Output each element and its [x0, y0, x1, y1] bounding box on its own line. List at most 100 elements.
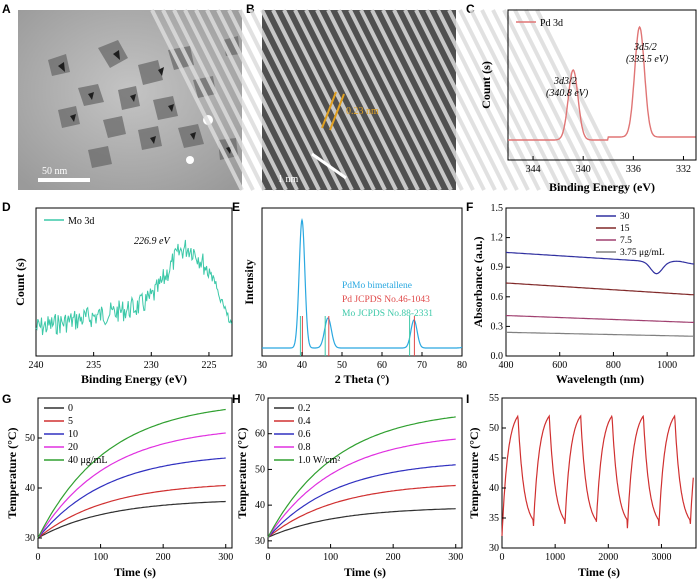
chart-g: 0 5 10 20 40 μg/mL 0 100 200 300 30 40 50 Time (s… [5, 397, 233, 579]
g-legend-label: 40 μg/mL [68, 455, 108, 466]
g-ylabel: Temperature (°C) [5, 427, 19, 518]
ytick-label: 40 [25, 483, 35, 494]
e-legend-pdmo: PdMo bimetallene [342, 281, 412, 291]
ytick-label: 30 [25, 533, 35, 544]
ytick-label: 30 [489, 543, 499, 554]
xtick-label: 70 [417, 360, 427, 371]
h-legend-label: 0.2 [298, 403, 311, 414]
c-legend: Pd 3d [540, 18, 563, 29]
xtick-label: 344 [526, 164, 541, 175]
xtick-label: 200 [386, 552, 401, 563]
h-series-line [267, 464, 456, 538]
xtick-label: 1000 [657, 360, 677, 371]
hrtem-image: 1 nm 0.23 nm [150, 9, 629, 191]
f-xlabel: Wavelength (nm) [556, 372, 644, 386]
ytick-label: 0.9 [491, 262, 504, 273]
h-series-line [267, 438, 456, 538]
xtick-label: 40 [297, 360, 307, 371]
f-legend-label: 7.5 [620, 236, 632, 246]
scale-bar-b-label: 1 nm [278, 174, 299, 185]
xtick-label: 336 [626, 164, 641, 175]
xtick-label: 80 [457, 360, 467, 371]
ytick-label: 50 [489, 423, 499, 434]
g-series-line [37, 432, 226, 539]
chart-i: 0 1000 2000 3000 30 35 40 45 50 55 Time (s) Temp… [467, 393, 697, 579]
h-xlabel: Time (s) [344, 565, 386, 579]
ytick-label: 50 [25, 433, 35, 444]
g-series-line [37, 484, 226, 539]
g-legend-label: 0 [68, 403, 73, 414]
e-legend-pd: Pd JCPDS No.46-1043 [342, 295, 430, 305]
i-xlabel: Time (s) [578, 565, 620, 579]
xtick-label: 2000 [598, 552, 618, 563]
e-xlabel: 2 Theta (°) [335, 372, 390, 386]
d-xlabel: Binding Energy (eV) [81, 372, 187, 386]
xtick-label: 1000 [545, 552, 565, 563]
f-legend-label: 3.75 μg/mL [620, 248, 665, 258]
ytick-label: 0.6 [491, 292, 504, 303]
g-legend-label: 10 [68, 429, 78, 440]
panel-label-i: I [466, 392, 470, 406]
e-curve [262, 217, 463, 349]
h-legend-label: 0.6 [298, 429, 311, 440]
panel-label-b: B [246, 2, 255, 16]
c-peak-2-label: 3d5/2 [633, 42, 657, 53]
c-ylabel: Count (s) [479, 61, 493, 109]
xtick-label: 332 [676, 164, 691, 175]
xtick-label: 400 [499, 360, 514, 371]
xtick-label: 235 [86, 360, 101, 371]
chart-f: 30 15 7.5 3.75 μg/mL 400 600 800 1000 0.0 0.3 0.… [471, 203, 695, 386]
panel-label-c: C [466, 2, 475, 16]
panel-label-h: H [232, 392, 241, 406]
f-ylabel: Absorbance (a.u.) [471, 236, 485, 327]
panel-label-a: A [2, 2, 11, 16]
xtick-label: 0 [266, 552, 271, 563]
d-curve [35, 239, 232, 336]
chart-c: Pd 3d 3d3/2 (340.8 eV) 3d5/2 (335.5 eV) … [479, 9, 697, 194]
i-ylabel: Temperature (°C) [467, 427, 481, 518]
g-series-line [37, 408, 226, 539]
panel-label-f: F [466, 200, 474, 214]
panel-label-e: E [232, 200, 241, 214]
xtick-label: 230 [144, 360, 159, 371]
f-series-line [505, 314, 695, 324]
ytick-label: 70 [255, 393, 265, 404]
g-xlabel: Time (s) [114, 565, 156, 579]
panel-label-g: G [2, 392, 12, 406]
c-xlabel: Binding Energy (eV) [549, 180, 655, 194]
xtick-label: 340 [576, 164, 591, 175]
xtick-label: 225 [201, 360, 216, 371]
xtick-label: 800 [606, 360, 621, 371]
xtick-label: 3000 [651, 552, 671, 563]
h-series-line [267, 416, 456, 538]
ytick-label: 0.0 [491, 351, 504, 362]
xtick-label: 30 [257, 360, 267, 371]
ytick-label: 1.2 [491, 233, 504, 244]
ytick-label: 35 [489, 513, 499, 524]
xtick-label: 100 [93, 552, 108, 563]
ytick-label: 1.5 [491, 203, 504, 214]
ytick-label: 50 [255, 464, 265, 475]
c-peak-1-label: 3d3/2 [553, 76, 577, 87]
xtick-label: 50 [337, 360, 347, 371]
d-peak-label: 226.9 eV [134, 236, 171, 247]
panel-label-d: D [2, 200, 11, 214]
xtick-label: 240 [29, 360, 44, 371]
ytick-label: 45 [489, 453, 499, 464]
chart-d: Mo 3d 226.9 eV 240 235 230 225 Binding Ener… [13, 207, 233, 386]
i-curve [501, 414, 694, 537]
ytick-label: 0.3 [491, 321, 504, 332]
e-legend-mo: Mo JCPDS No.88-2331 [342, 309, 433, 319]
xtick-label: 300 [218, 552, 233, 563]
c-peak-1-value: (340.8 eV) [546, 88, 589, 99]
xtick-label: 60 [377, 360, 387, 371]
chart-h: 0.2 0.4 0.6 0.8 1.0 W/cm² 0 100 200 300 30 40 50 6… [235, 393, 463, 579]
f-series-line [505, 251, 695, 275]
ytick-label: 40 [255, 500, 265, 511]
h-series-line [267, 484, 456, 538]
ytick-label: 30 [255, 536, 265, 547]
d-ylabel: Count (s) [13, 258, 27, 306]
ytick-label: 40 [489, 483, 499, 494]
g-series-line [37, 500, 226, 539]
ytick-label: 55 [489, 393, 499, 404]
